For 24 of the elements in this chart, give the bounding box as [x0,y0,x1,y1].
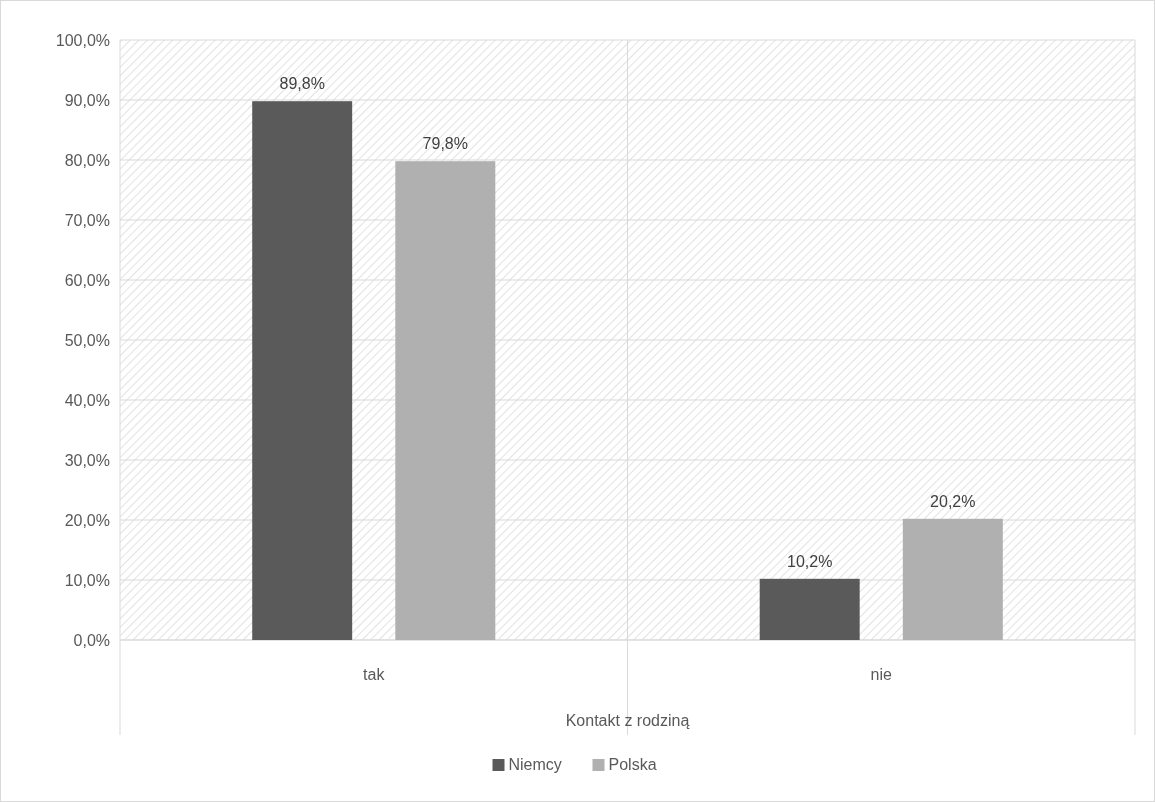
x-tick-label: tak [363,666,386,683]
x-axis-title: Kontakt z rodziną [565,712,690,729]
y-tick-label: 0,0% [73,631,110,649]
data-label: 79,8% [422,135,468,153]
bar [902,518,1003,640]
data-label: 20,2% [930,492,976,510]
legend-label: Polska [608,756,657,773]
data-label: 89,8% [279,75,325,93]
y-tick-label: 100,0% [55,31,110,49]
y-tick-label: 20,0% [64,511,110,529]
y-tick-label: 30,0% [64,451,110,469]
x-tick-label: nie [870,666,893,683]
y-tick-label: 90,0% [64,91,110,109]
y-tick-label: 10,0% [64,571,110,589]
y-tick-label: 40,0% [64,391,110,409]
bar [252,101,353,640]
y-tick-label: 80,0% [64,151,110,169]
y-tick-label: 70,0% [64,211,110,229]
y-tick-label: 60,0% [64,271,110,289]
data-label: 10,2% [787,552,833,570]
y-tick-label: 50,0% [64,331,110,349]
bar [395,161,496,640]
legend-label: Niemcy [508,756,562,773]
bar [759,578,860,640]
